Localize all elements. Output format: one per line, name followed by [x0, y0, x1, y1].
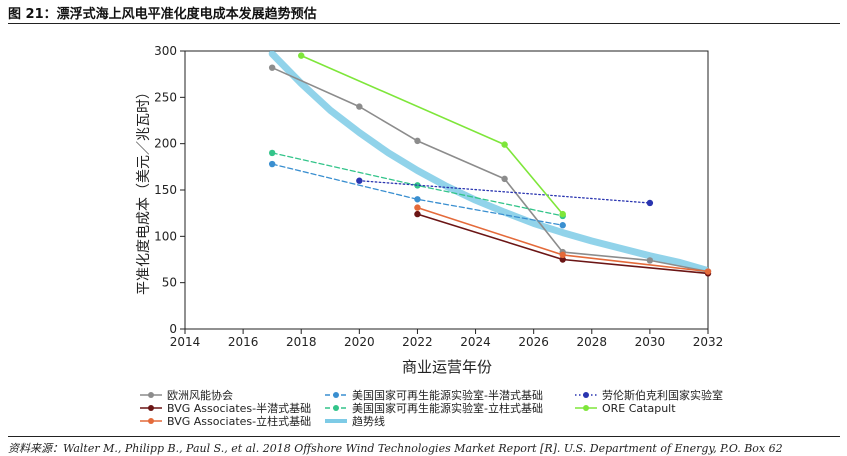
data-point: [414, 210, 421, 218]
figure-title: 图 21：漂浮式海上风电平准化度电成本发展趋势预估: [8, 7, 317, 22]
data-point: [356, 103, 363, 110]
data-point: [646, 257, 654, 264]
y-tick-label: 0: [169, 322, 177, 336]
data-point: [501, 141, 508, 148]
x-tick-label: 2016: [228, 335, 259, 349]
legend-item: 美国国家可再生能源实验室-立柱式基础: [325, 401, 543, 415]
footer-divider: [8, 436, 840, 437]
x-tick-label: 2030: [635, 335, 666, 349]
legend-label: 美国国家可再生能源实验室-半潜式基础: [352, 388, 543, 402]
series-group: [356, 177, 654, 207]
legend-swatch-marker: [148, 418, 154, 424]
data-point: [414, 196, 421, 203]
legend-item: 欧洲风能协会: [140, 388, 233, 402]
data-point: [414, 182, 421, 189]
y-tick-label: 200: [154, 137, 177, 151]
y-tick-label: 50: [162, 276, 177, 290]
x-tick-label: 2018: [286, 335, 317, 349]
data-point: [704, 268, 712, 275]
series-line: [271, 66, 709, 273]
series-group: [268, 51, 708, 275]
title-divider: [8, 23, 840, 24]
series-group: [268, 64, 712, 275]
chart-series: [268, 51, 712, 277]
data-point: [268, 160, 276, 168]
x-tick-label: 2026: [518, 335, 549, 349]
y-axis-label: 平准化度电成本（美元／兆瓦时）: [136, 85, 152, 295]
data-point: [356, 177, 363, 184]
data-point: [268, 64, 276, 71]
x-tick-label: 2032: [693, 335, 724, 349]
legend-swatch-marker: [583, 405, 589, 411]
legend-label: ORE Catapult: [602, 402, 676, 415]
data-point: [559, 210, 566, 218]
series-group: [268, 160, 566, 229]
x-tick-label: 2020: [344, 335, 375, 349]
x-tick-label: 2022: [402, 335, 433, 349]
data-point: [268, 149, 276, 157]
series-line: [300, 54, 564, 215]
x-axis-label: 商业运营年份: [402, 358, 492, 376]
y-tick-label: 300: [154, 44, 177, 58]
data-point: [559, 251, 566, 259]
legend-item: 劳伦斯伯克利国家实验室: [575, 388, 723, 402]
series-group: [298, 52, 566, 218]
legend-item: 美国国家可再生能源实验室-半潜式基础: [325, 388, 543, 402]
legend-swatch-marker: [583, 392, 589, 398]
data-point: [559, 256, 566, 263]
legend-item: 趋势线: [325, 414, 385, 428]
chart-axes: 2014 2016 2018 2020 2022 2024 2026 2028 2030 2032…: [154, 44, 723, 349]
legend-swatch-marker: [333, 405, 339, 411]
legend-label: BVG Associates-立柱式基础: [167, 414, 311, 428]
legend-swatch-marker: [148, 392, 154, 398]
data-point: [414, 204, 421, 211]
x-tick-label: 2028: [577, 335, 608, 349]
legend-label: 欧洲风能协会: [167, 388, 233, 402]
data-point: [298, 52, 305, 59]
source-note: 资料来源：Walter M., Philipp B., Paul S., et …: [8, 442, 783, 455]
legend-item: BVG Associates-立柱式基础: [140, 414, 311, 428]
data-point: [559, 222, 566, 229]
legend-label: 劳伦斯伯克利国家实验室: [602, 388, 723, 402]
legend-label: 趋势线: [352, 414, 385, 428]
x-tick-label: 2014: [170, 335, 201, 349]
series-line: [358, 180, 651, 204]
data-point: [414, 137, 421, 145]
legend-item: ORE Catapult: [575, 402, 676, 415]
legend-label: BVG Associates-半潜式基础: [167, 401, 311, 415]
legend-label: 美国国家可再生能源实验室-立柱式基础: [352, 401, 543, 415]
legend-swatch-marker: [333, 392, 339, 398]
legend-swatch-marker: [148, 405, 154, 411]
y-tick-label: 150: [154, 183, 177, 197]
data-point: [501, 175, 508, 183]
legend-item: BVG Associates-半潜式基础: [140, 401, 311, 415]
y-tick-label: 250: [154, 90, 177, 104]
y-tick-label: 100: [154, 229, 177, 243]
data-point: [646, 199, 654, 207]
series-line: [268, 51, 708, 275]
series-group: [414, 204, 712, 275]
x-tick-label: 2024: [460, 335, 491, 349]
